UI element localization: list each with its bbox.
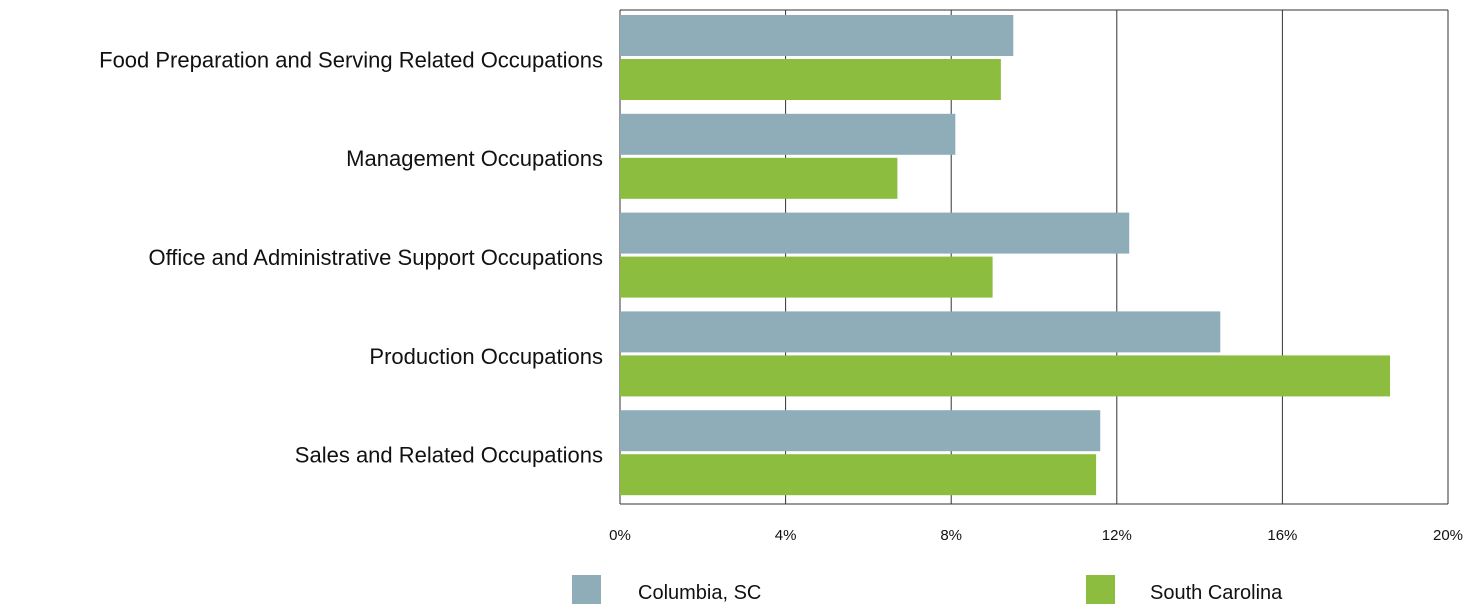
bar-columbia-4 — [620, 410, 1101, 452]
legend-label-1: South Carolina — [1150, 582, 1283, 604]
x-tick-label-3: 12% — [1102, 527, 1132, 544]
legend-label-0: Columbia, SC — [638, 582, 761, 604]
bar-columbia-0 — [620, 15, 1014, 56]
bar-south-carolina-3 — [620, 355, 1391, 397]
x-tick-label-2: 8% — [940, 527, 962, 544]
bar-columbia-2 — [620, 212, 1130, 254]
x-tick-label-4: 16% — [1267, 527, 1297, 544]
bar-south-carolina-4 — [620, 454, 1097, 496]
bar-south-carolina-1 — [620, 157, 898, 199]
bar-south-carolina-0 — [620, 59, 1001, 100]
legend-swatch-0 — [572, 575, 601, 604]
bar-south-carolina-2 — [620, 256, 993, 298]
category-label-0: Food Preparation and Serving Related Occ… — [99, 47, 603, 72]
category-label-3: Production Occupations — [369, 344, 603, 369]
x-tick-label-1: 4% — [775, 527, 797, 544]
bar-columbia-1 — [620, 113, 956, 155]
x-tick-label-0: 0% — [609, 527, 631, 544]
category-label-1: Management Occupations — [346, 146, 603, 171]
category-label-4: Sales and Related Occupations — [295, 443, 603, 468]
category-label-2: Office and Administrative Support Occupa… — [148, 245, 603, 270]
legend-swatch-1 — [1086, 575, 1115, 604]
bar-columbia-3 — [620, 311, 1221, 353]
x-tick-label-5: 20% — [1433, 527, 1463, 544]
